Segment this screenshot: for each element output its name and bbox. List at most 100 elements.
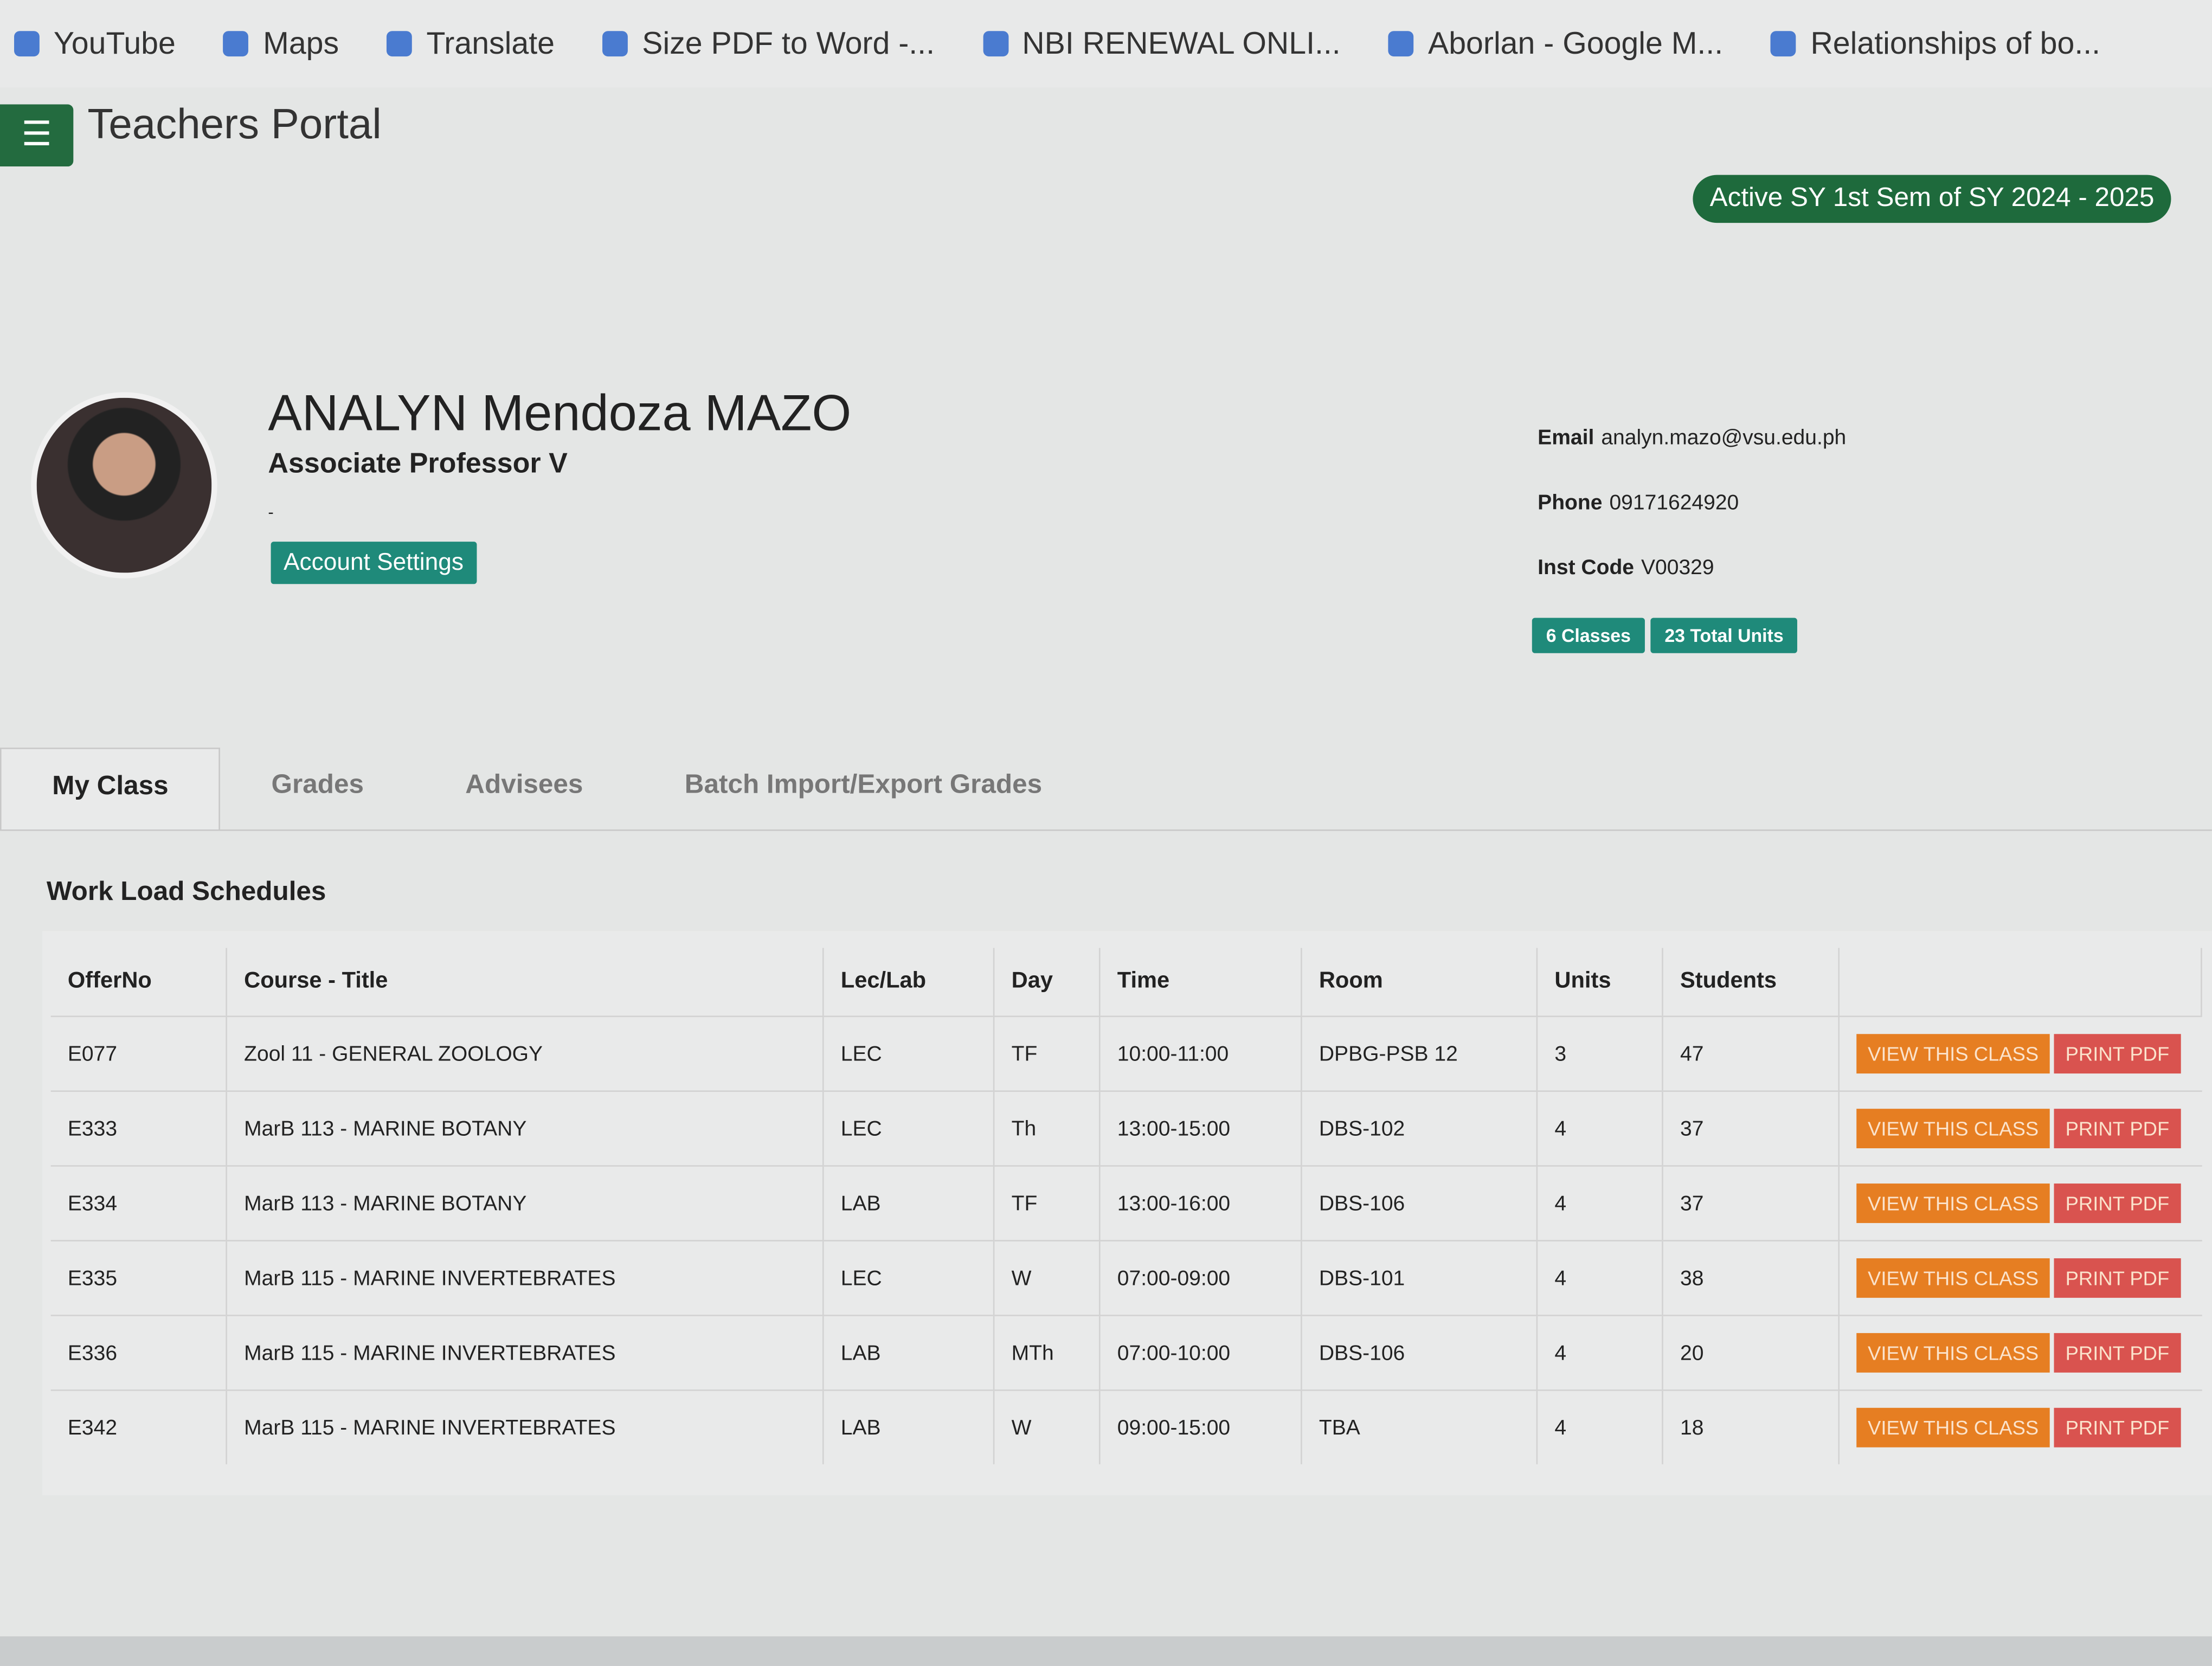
cell: MarB 113 - MARINE BOTANY xyxy=(226,1090,824,1166)
badge: 23 Total Units xyxy=(1650,617,1798,653)
table-row: E335 MarB 115 - MARINE INVERTEBRATES LEC W 0… xyxy=(50,1240,2202,1316)
column-header: Course - Title xyxy=(226,948,824,1017)
cell: E077 xyxy=(50,1015,227,1091)
cell: 37 xyxy=(1662,1090,1840,1166)
avatar xyxy=(31,392,217,578)
cell: MarB 115 - MARINE INVERTEBRATES xyxy=(226,1315,824,1391)
cell: DBS-101 xyxy=(1301,1240,1538,1316)
view-class-button[interactable]: VIEW THIS CLASS xyxy=(1856,1183,2050,1223)
cell: LEC xyxy=(823,1090,995,1166)
tab[interactable]: Batch Import/Export Grades xyxy=(684,770,1043,800)
cell: E342 xyxy=(50,1389,227,1464)
bookmark[interactable]: Aborlan - Google M... xyxy=(1388,25,1723,62)
contact-label: Email xyxy=(1538,426,1594,451)
view-class-button[interactable]: VIEW THIS CLASS xyxy=(1856,1333,2050,1373)
bookmark[interactable]: YouTube xyxy=(14,25,176,62)
actions-cell: VIEW THIS CLASS PRINT PDF xyxy=(1838,1165,2202,1241)
cell: E336 xyxy=(50,1315,227,1391)
portal-title: Teachers Portal xyxy=(87,101,382,149)
column-header: Day xyxy=(994,948,1101,1017)
cell: DBS-106 xyxy=(1301,1315,1538,1391)
bookmark[interactable]: Size PDF to Word -... xyxy=(602,25,935,62)
print-pdf-button[interactable]: PRINT PDF xyxy=(2054,1258,2181,1298)
bookmark[interactable]: NBI RENEWAL ONLI... xyxy=(982,25,1340,62)
cell: TF xyxy=(994,1165,1101,1241)
column-header: Units xyxy=(1536,948,1663,1017)
contact-label: Phone xyxy=(1538,491,1603,515)
tab[interactable]: Advisees xyxy=(465,770,583,800)
actions-cell: VIEW THIS CLASS PRINT PDF xyxy=(1838,1315,2202,1391)
actions-header xyxy=(1838,948,2203,1017)
cell: MarB 113 - MARINE BOTANY xyxy=(226,1165,824,1241)
position: Associate Professor V xyxy=(268,448,568,480)
cell: E333 xyxy=(50,1090,227,1166)
print-pdf-button[interactable]: PRINT PDF xyxy=(2054,1333,2181,1373)
tab[interactable]: My Class xyxy=(0,748,221,829)
tabs: My Class Grades Advisees Batch Import/Expor… xyxy=(0,748,2212,831)
actions-cell: VIEW THIS CLASS PRINT PDF xyxy=(1838,1240,2202,1316)
cell: 18 xyxy=(1662,1389,1840,1464)
teacher-name: ANALYN Mendoza MAZO xyxy=(268,383,852,442)
cell: 09:00-15:00 xyxy=(1099,1389,1302,1464)
contact-value: V00329 xyxy=(1641,556,1714,580)
table-row: E333 MarB 113 - MARINE BOTANY LEC Th 13:00-1… xyxy=(50,1090,2202,1166)
column-header: Room xyxy=(1301,948,1538,1017)
cell: MarB 115 - MARINE INVERTEBRATES xyxy=(226,1389,824,1464)
cell: W xyxy=(994,1240,1101,1316)
view-class-button[interactable]: VIEW THIS CLASS xyxy=(1856,1034,2050,1074)
view-class-button[interactable]: VIEW THIS CLASS xyxy=(1856,1407,2050,1448)
cell: DPBG-PSB 12 xyxy=(1301,1015,1538,1091)
cell: 20 xyxy=(1662,1315,1840,1391)
bookmark[interactable]: Translate xyxy=(387,25,554,62)
cell: 4 xyxy=(1536,1165,1663,1241)
cell: 37 xyxy=(1662,1165,1840,1241)
active-sy[interactable]: Active SY 1st Sem of SY 2024 - 2025 xyxy=(1693,175,2171,223)
cell: DBS-102 xyxy=(1301,1090,1538,1166)
cell: LAB xyxy=(823,1389,995,1464)
print-pdf-button[interactable]: PRINT PDF xyxy=(2054,1407,2181,1448)
cell: E334 xyxy=(50,1165,227,1241)
contact-row: Inst Code V00329 xyxy=(1538,556,1714,580)
cell: TF xyxy=(994,1015,1101,1091)
view-class-button[interactable]: VIEW THIS CLASS xyxy=(1856,1109,2050,1149)
cell: TBA xyxy=(1301,1389,1538,1464)
print-pdf-button[interactable]: PRINT PDF xyxy=(2054,1034,2181,1074)
cell: DBS-106 xyxy=(1301,1165,1538,1241)
cell: 4 xyxy=(1536,1315,1663,1391)
actions-cell: VIEW THIS CLASS PRINT PDF xyxy=(1838,1090,2202,1166)
cell: MTh xyxy=(994,1315,1101,1391)
taskbar xyxy=(0,1636,2212,1666)
print-pdf-button[interactable]: PRINT PDF xyxy=(2054,1183,2181,1223)
badge: 6 Classes xyxy=(1532,617,1645,653)
extra: - xyxy=(268,502,274,522)
cell: MarB 115 - MARINE INVERTEBRATES xyxy=(226,1240,824,1316)
account-settings[interactable]: Account Settings xyxy=(271,542,477,584)
cell: LAB xyxy=(823,1315,995,1391)
actions-cell: VIEW THIS CLASS PRINT PDF xyxy=(1838,1389,2202,1464)
column-header: Students xyxy=(1662,948,1840,1017)
section-title: Work Load Schedules xyxy=(46,877,326,908)
actions-cell: VIEW THIS CLASS PRINT PDF xyxy=(1838,1015,2202,1091)
tab[interactable]: Grades xyxy=(271,770,364,800)
cell: LEC xyxy=(823,1015,995,1091)
menu-button[interactable]: ☰ xyxy=(0,104,74,167)
table-row: E342 MarB 115 - MARINE INVERTEBRATES LAB W 0… xyxy=(50,1389,2202,1464)
cell: Zool 11 - GENERAL ZOOLOGY xyxy=(226,1015,824,1091)
bookmark[interactable]: Relationships of bo... xyxy=(1771,25,2100,62)
contact-value: analyn.mazo@vsu.edu.ph xyxy=(1601,426,1847,451)
cell: 4 xyxy=(1536,1240,1663,1316)
cell: LEC xyxy=(823,1240,995,1316)
contact-value: 09171624920 xyxy=(1609,491,1739,515)
cell: 47 xyxy=(1662,1015,1840,1091)
bookmark[interactable]: Maps xyxy=(223,25,339,62)
cell: 38 xyxy=(1662,1240,1840,1316)
cell: 4 xyxy=(1536,1090,1663,1166)
contact-row: Phone 09171624920 xyxy=(1538,491,1739,514)
cell: E335 xyxy=(50,1240,227,1316)
column-header: Lec/Lab xyxy=(823,948,995,1017)
print-pdf-button[interactable]: PRINT PDF xyxy=(2054,1109,2181,1149)
table-row: E077 Zool 11 - GENERAL ZOOLOGY LEC TF 10:00-… xyxy=(50,1015,2202,1091)
view-class-button[interactable]: VIEW THIS CLASS xyxy=(1856,1258,2050,1298)
schedule-table: OfferNo Course - Title Lec/Lab Day Time Room U… xyxy=(50,948,2203,1464)
